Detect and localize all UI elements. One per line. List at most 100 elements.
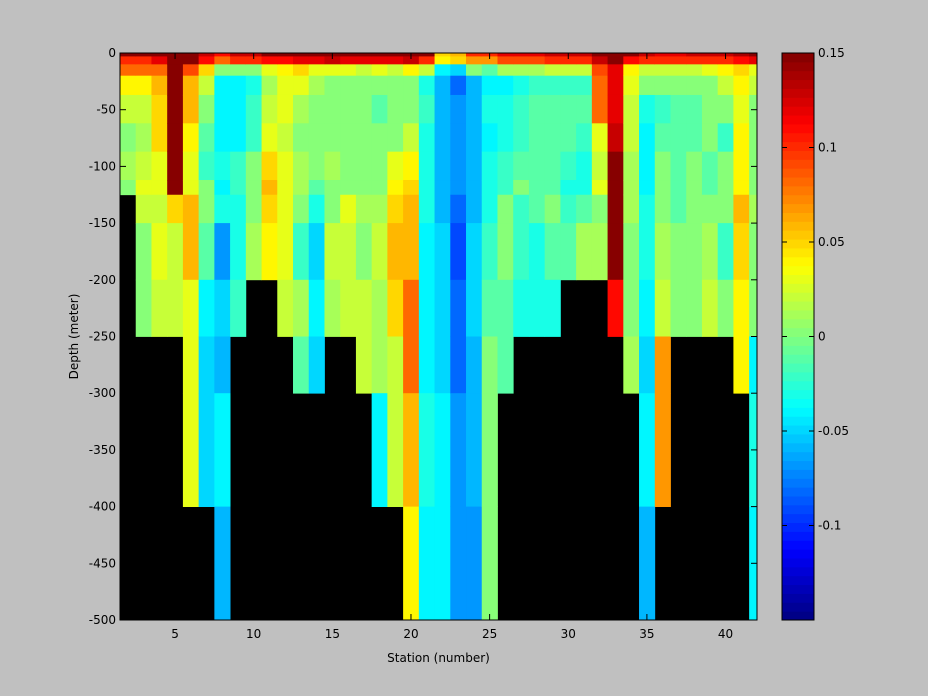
heatmap-cell — [544, 123, 561, 153]
heatmap-cell — [245, 151, 262, 181]
colorbar-swatch — [782, 504, 814, 515]
heatmap-cell — [214, 180, 231, 196]
heatmap-cell — [686, 75, 703, 96]
heatmap-cell — [513, 75, 530, 96]
colorbar-swatch — [782, 53, 814, 63]
colorbar-ticks: 0.15 0.1 0.05 0 -0.05 -0.1 — [782, 46, 849, 533]
heatmap-cell — [261, 194, 278, 224]
colorbar-swatch — [782, 61, 814, 72]
heatmap-cell — [120, 123, 137, 153]
heatmap-cell — [450, 56, 467, 65]
heatmap-cell — [450, 279, 467, 337]
heatmap-cell — [749, 75, 758, 96]
colorbar-swatch — [782, 566, 814, 577]
heatmap-cell — [528, 194, 546, 224]
heatmap-cell — [560, 94, 577, 124]
heatmap-cell — [340, 180, 357, 196]
heatmap-cell — [308, 194, 325, 224]
heatmap-cell — [355, 151, 373, 181]
heatmap-cell — [670, 123, 687, 153]
heatmap-cell — [214, 194, 231, 224]
heatmap-cell — [167, 223, 184, 281]
colorbar-swatch — [782, 132, 814, 143]
heatmap-cell — [340, 53, 357, 57]
heatmap-cell — [654, 94, 671, 124]
heatmap-cell — [513, 64, 530, 77]
heatmap-cell — [560, 223, 577, 281]
heatmap-cell — [387, 75, 404, 96]
x-axis-label: Station (number) — [387, 651, 490, 665]
colorbar-swatch — [782, 97, 814, 107]
x-axis: 5 10 15 20 25 30 35 40 — [171, 53, 733, 641]
heatmap-cell — [701, 64, 719, 77]
colorbar-swatch — [782, 79, 814, 89]
heatmap-cell — [591, 194, 608, 224]
heatmap-cell — [371, 180, 388, 196]
heatmap-cell — [120, 64, 137, 77]
heatmap-cell — [403, 393, 420, 507]
colorbar-swatch — [782, 194, 814, 205]
colorbar-tick-label: -0.1 — [818, 519, 841, 533]
colorbar-swatch — [782, 265, 814, 275]
heatmap-cell — [418, 194, 435, 224]
heatmap-cell — [466, 94, 483, 124]
heatmap-cell — [749, 56, 758, 65]
heatmap-cell — [308, 64, 325, 77]
heatmap-cell — [686, 279, 703, 337]
heatmap-cell — [623, 194, 640, 224]
heatmap-cell — [214, 336, 231, 394]
heatmap-cell — [591, 75, 608, 96]
heatmap-cell — [481, 336, 498, 394]
heatmap-cell — [434, 56, 451, 65]
heatmap-cell — [198, 64, 215, 77]
heatmap-cell — [214, 53, 231, 57]
heatmap-cell — [481, 180, 498, 196]
heatmap-cell — [513, 223, 530, 281]
heatmap-cell — [497, 223, 514, 281]
heatmap-cell — [261, 75, 278, 96]
y-tick-label: -300 — [89, 386, 116, 400]
colorbar-swatch — [782, 88, 814, 98]
heatmap-cell — [182, 223, 200, 281]
heatmap-cell — [214, 393, 231, 507]
colorbar-tick-label: 0.15 — [818, 46, 845, 60]
heatmap-cell — [497, 56, 514, 65]
y-tick-label: -150 — [89, 216, 116, 230]
heatmap-cell — [670, 279, 687, 337]
heatmap-cell — [120, 180, 137, 196]
heatmap-cell — [182, 123, 200, 153]
colorbar-swatch — [782, 177, 814, 187]
colorbar-swatch — [782, 425, 814, 435]
heatmap-cell — [481, 75, 498, 96]
heatmap-cell — [607, 223, 624, 281]
heatmap-cell — [701, 123, 719, 153]
heatmap-cell — [466, 56, 483, 65]
heatmap-cell — [607, 53, 624, 57]
heatmap-cell — [167, 64, 184, 77]
heatmap-cell — [418, 64, 435, 77]
heatmap-cell — [293, 151, 310, 181]
heatmap-cell — [733, 53, 750, 57]
colorbar-swatch — [782, 123, 814, 134]
colorbar-swatch — [782, 292, 814, 302]
heatmap-cell — [639, 279, 656, 337]
heatmap-cell — [560, 75, 577, 96]
colorbar-swatch — [782, 239, 814, 249]
heatmap-cell — [182, 180, 200, 196]
heatmap-cell — [639, 336, 656, 394]
heatmap-cell — [403, 151, 420, 181]
heatmap-cell — [591, 53, 608, 57]
heatmap-cell — [749, 194, 758, 224]
heatmap-cell — [387, 336, 404, 394]
heatmap-cell — [466, 194, 483, 224]
y-tick-label: -350 — [89, 443, 116, 457]
colorbar-swatch — [782, 460, 814, 470]
heatmap-cell — [544, 94, 561, 124]
colorbar-swatch — [782, 230, 814, 240]
heatmap-cell — [623, 180, 640, 196]
heatmap-cell — [277, 75, 294, 96]
heatmap-cell — [717, 123, 734, 153]
heatmap-cell — [654, 53, 671, 57]
heatmap-cell — [135, 94, 152, 124]
heatmap-cell — [481, 223, 498, 281]
